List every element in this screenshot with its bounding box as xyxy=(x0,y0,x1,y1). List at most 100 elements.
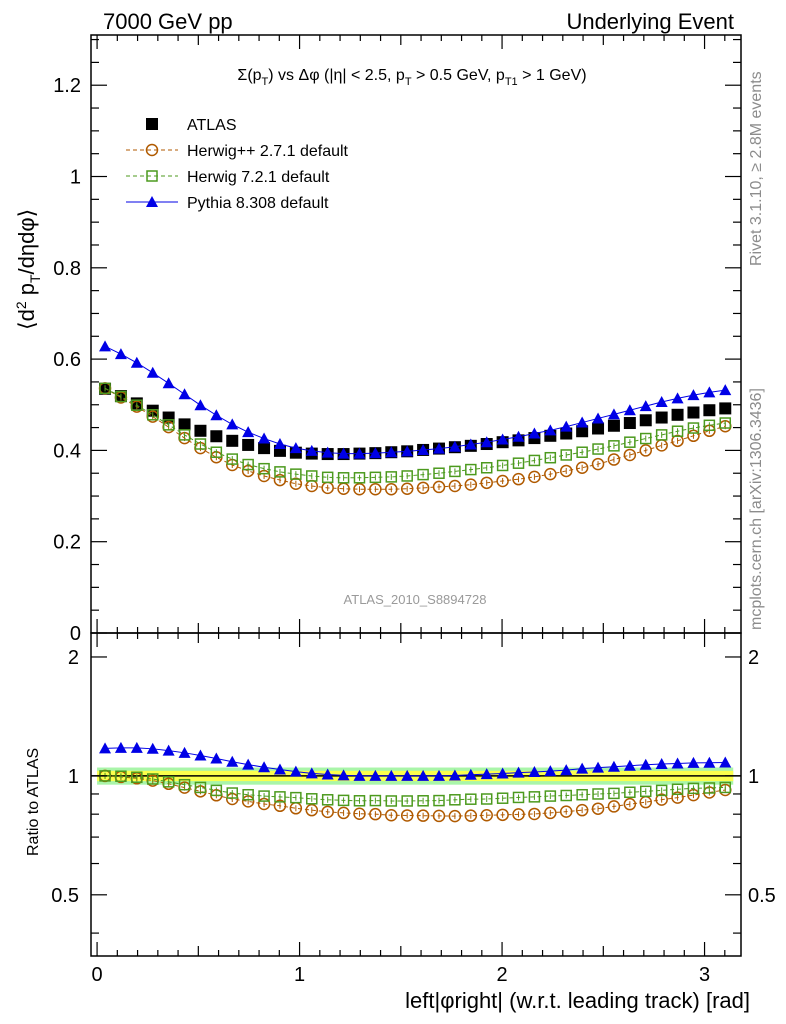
ratio-herwig-2-7-1-default-point xyxy=(369,807,382,821)
legend-herwig-7-2-1-default-marker xyxy=(146,170,158,182)
ratio-pythia-8-308-default-point xyxy=(258,761,271,773)
ratio-pythia-8-308-default-point xyxy=(353,769,366,781)
ratio-pythia-8-308-default-line xyxy=(105,747,726,777)
watermark: ATLAS_2010_S8894728 xyxy=(344,592,487,607)
ratio-herwig-7-2-1-default-point xyxy=(671,783,684,796)
ratio-pythia-8-308-default-point xyxy=(273,763,286,775)
ratio-herwig-2-7-1-default-point xyxy=(655,793,668,806)
top-pythia-8-308-default-point xyxy=(99,340,112,352)
ratio-pythia-8-308-default-point xyxy=(448,769,461,781)
top-herwig-7-2-1-default-point xyxy=(592,443,604,455)
ratio-pythia-8-308-default-point xyxy=(369,769,382,781)
top-herwig-2-7-1-default-point xyxy=(559,464,573,478)
ratio-pythia-8-308-default-point xyxy=(592,761,605,773)
ratio-pythia-8-308-default-point xyxy=(703,756,716,768)
top-herwig-7-2-1-default-point xyxy=(337,472,350,484)
top-pythia-8-308-default-point xyxy=(433,442,446,454)
ratio-herwig-7-2-1-default-point xyxy=(560,789,572,802)
ratio-herwig-7-2-1-default-point xyxy=(321,794,334,806)
top-atlas-point xyxy=(655,411,668,424)
ratio-y-tick-label: 2 xyxy=(68,647,79,669)
top-herwig-2-7-1-default-point xyxy=(512,472,525,486)
ratio-herwig-2-7-1-default-point xyxy=(575,803,589,817)
top-herwig-2-7-1-default-line xyxy=(104,387,726,490)
ratio-pythia-8-308-default-point xyxy=(210,752,223,764)
top-pythia-8-308-default-point xyxy=(512,430,525,442)
ratio-herwig-7-2-1-default-point xyxy=(401,795,413,807)
top-pythia-8-308-default-line xyxy=(104,345,726,455)
ratio-herwig-7-2-1-default-point xyxy=(369,794,382,807)
ratio-pythia-8-308-default-point xyxy=(401,769,414,781)
top-pythia-8-308-default-point xyxy=(226,418,239,430)
ratio-herwig-2-7-1-default-point xyxy=(559,805,573,818)
top-pythia-8-308-default-point xyxy=(194,399,207,411)
top-herwig-7-2-1-default-point xyxy=(210,446,223,458)
top-herwig-7-2-1-default-point xyxy=(433,467,445,479)
ratio-herwig-7-2-1-default-point xyxy=(449,794,461,806)
top-herwig-7-2-1-default-point xyxy=(639,432,652,445)
ratio-herwig-2-7-1-default-point xyxy=(432,809,446,823)
ratio-herwig-7-2-1-default-point xyxy=(703,782,716,794)
top-herwig-2-7-1-default-point xyxy=(448,479,462,493)
ratio-herwig-7-2-1-default-point xyxy=(417,795,429,807)
ratio-herwig-7-2-1-default-point xyxy=(687,782,700,795)
top-herwig-2-7-1-default-point xyxy=(353,482,366,496)
top-herwig-7-2-1-default-point xyxy=(608,440,620,452)
rivet-label: Rivet 3.1.10, ≥ 2.8M events xyxy=(748,71,765,266)
top-herwig-7-2-1-default-point xyxy=(162,419,175,431)
top-pythia-8-308-default-point xyxy=(369,447,382,459)
x-tick-label: 1 xyxy=(294,964,305,986)
ratio-herwig-7-2-1-default-point xyxy=(655,784,668,797)
ratio-pythia-8-308-default-point xyxy=(719,756,732,768)
top-herwig-2-7-1-default-point xyxy=(464,478,478,491)
ratio-panel-frame xyxy=(90,632,742,957)
top-herwig-7-2-1-default-point xyxy=(496,459,509,472)
ratio-herwig-2-7-1-default-point xyxy=(528,807,541,821)
top-herwig-7-2-1-default-point xyxy=(576,446,588,458)
top-herwig-7-2-1-default-point xyxy=(146,409,159,421)
y-axis-label: ⟨d2 pT/dηdφ⟩ xyxy=(13,209,43,330)
ratio-herwig-2-7-1-default-point xyxy=(448,809,462,823)
top-y-tick-label: 0.8 xyxy=(53,258,81,280)
top-herwig-7-2-1-default-point xyxy=(480,462,493,474)
top-herwig-7-2-1-default-point xyxy=(560,449,572,461)
top-pythia-8-308-default-point xyxy=(687,389,700,401)
top-herwig-7-2-1-default-point xyxy=(178,429,191,441)
top-herwig-2-7-1-default-point xyxy=(289,477,303,490)
top-atlas-point xyxy=(210,430,223,443)
ratio-herwig-7-2-1-default-line xyxy=(105,775,726,802)
ratio-y-tick-label: 1 xyxy=(68,766,79,788)
top-herwig-7-2-1-default-point xyxy=(274,466,286,478)
ratio-pythia-8-308-default-point xyxy=(130,741,143,753)
top-herwig-2-7-1-default-point xyxy=(416,481,430,495)
top-herwig-2-7-1-default-point xyxy=(607,453,621,466)
top-herwig-2-7-1-default-point xyxy=(671,434,684,448)
ratio-herwig-7-2-1-default-point xyxy=(512,791,525,804)
ratio-herwig-7-2-1-default-point xyxy=(480,793,493,805)
ratio-herwig-2-7-1-default-point xyxy=(464,809,478,822)
ratio-herwig-7-2-1-default-point xyxy=(544,790,557,802)
ratio-herwig-2-7-1-default-point xyxy=(305,803,319,817)
ratio-herwig-7-2-1-default-point xyxy=(719,781,732,794)
top-herwig-7-2-1-default-point xyxy=(99,382,111,395)
legend-herwig-7-2-1-default-label: Herwig 7.2.1 default xyxy=(187,169,330,186)
legend-atlas-marker xyxy=(146,118,158,130)
ratio-pythia-8-308-default-point xyxy=(544,765,557,777)
top-herwig-2-7-1-default-point xyxy=(575,461,589,475)
top-atlas-point xyxy=(258,442,271,455)
top-herwig-2-7-1-default-point xyxy=(480,476,493,490)
ratio-herwig-2-7-1-default-point xyxy=(273,799,287,813)
top-herwig-2-7-1-default-point xyxy=(544,467,557,481)
top-atlas-point xyxy=(194,424,207,437)
ratio-y-tick-label: 0.5 xyxy=(51,885,79,907)
top-herwig-7-2-1-default-point xyxy=(671,425,684,437)
top-herwig-7-2-1-default-point xyxy=(306,470,318,482)
top-pythia-8-308-default-point xyxy=(560,420,573,432)
ratio-herwig-7-2-1-default-point xyxy=(433,794,445,807)
top-herwig-7-2-1-default-point xyxy=(417,468,429,481)
ratio-herwig-2-7-1-default-point xyxy=(337,806,350,820)
top-herwig-7-2-1-default-point xyxy=(465,463,477,476)
top-pythia-8-308-default-point xyxy=(480,436,493,448)
ratio-herwig-2-7-1-default-point xyxy=(544,806,557,820)
